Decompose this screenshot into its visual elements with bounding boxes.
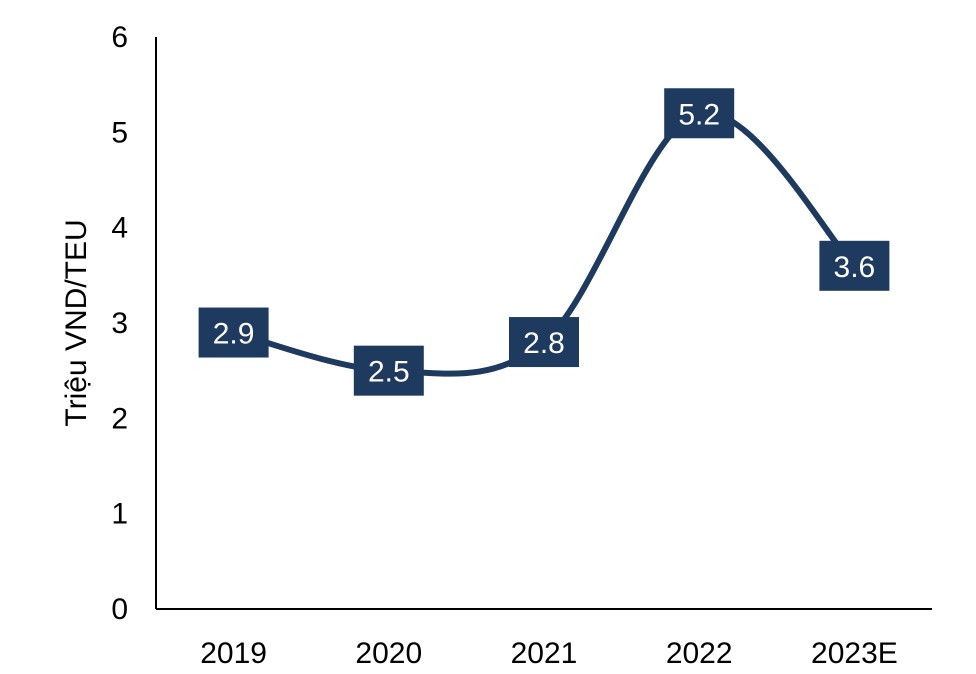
y-tick-label: 4 [111, 212, 128, 245]
data-label-text: 2.8 [523, 327, 565, 360]
data-label-box [819, 240, 890, 291]
data-point-label: 2.8 [509, 317, 579, 368]
data-label-box [664, 88, 735, 139]
y-tick-label: 2 [111, 402, 128, 435]
y-axis-label: Triệu VND/TEU [60, 219, 93, 426]
y-tick-label: 5 [111, 116, 128, 149]
y-tick-label: 1 [111, 498, 128, 531]
data-labels: 2.9 2.5 2.8 5.2 3.6 [198, 88, 890, 396]
data-point-label: 2.9 [198, 307, 269, 358]
data-label-box [353, 345, 424, 396]
x-tick-label: 2020 [355, 637, 422, 670]
data-label-text: 3.6 [834, 251, 876, 284]
data-label-box [198, 307, 269, 358]
y-tick-label: 3 [111, 307, 128, 340]
chart-axes [155, 37, 932, 610]
data-label-box [509, 317, 579, 368]
y-tick-label: 6 [111, 21, 128, 54]
y-tick-labels: 0 1 2 3 4 5 6 [111, 21, 128, 626]
data-point-label: 3.6 [819, 240, 890, 291]
data-label-text: 2.9 [213, 318, 255, 351]
data-label-text: 5.2 [678, 98, 720, 131]
data-point-label: 5.2 [664, 88, 735, 139]
x-tick-label: 2023E [811, 637, 898, 670]
y-tick-label: 0 [111, 593, 128, 626]
x-tick-label: 2019 [200, 637, 267, 670]
x-tick-label: 2021 [511, 637, 578, 670]
data-label-text: 2.5 [368, 356, 410, 389]
x-tick-label: 2022 [666, 637, 733, 670]
x-tick-labels: 2019 2020 2021 2022 2023E [200, 637, 898, 670]
data-point-label: 2.5 [353, 345, 424, 396]
